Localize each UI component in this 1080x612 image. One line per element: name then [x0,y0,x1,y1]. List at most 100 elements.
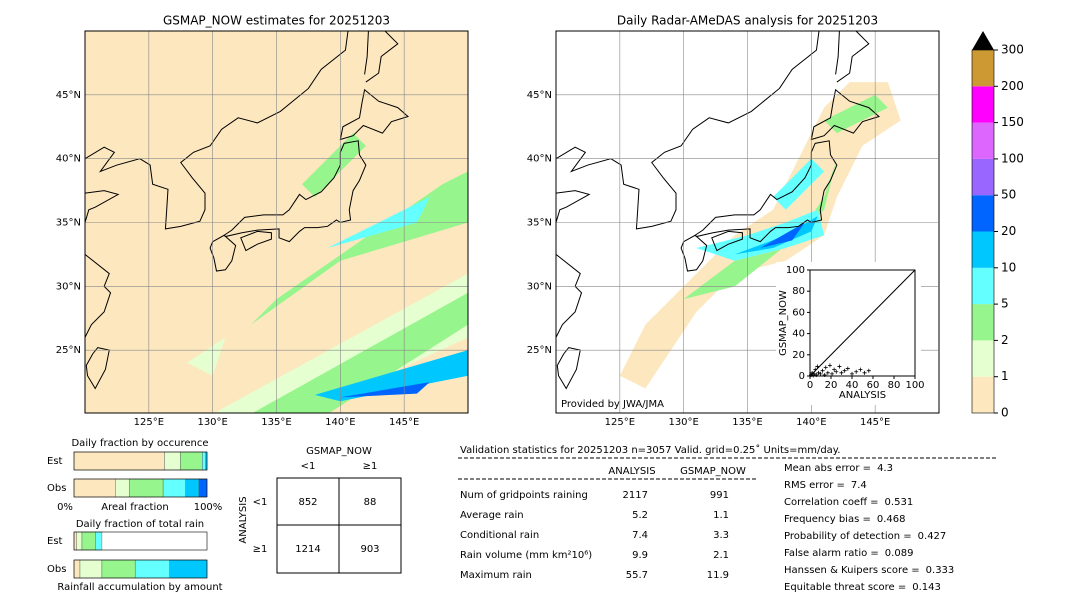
colorbar-label: 1 [1001,369,1009,383]
stat-label: Average rain [460,510,524,521]
colorbar-label: 5 [1001,297,1009,311]
fraction-segment [128,478,164,498]
stat-value: 11.9 [707,570,729,581]
scatter-point [830,371,835,376]
map-frame [84,30,469,414]
scatter-point [832,367,837,372]
fraction-segment [95,531,103,551]
lon-label: 125°E [134,417,164,428]
lat-label: 30°N [527,281,552,292]
fraction-segment [164,451,181,471]
rain-area [340,382,430,398]
lon-label: 140°E [325,417,355,428]
col-label: <1 [301,461,316,472]
axis-right: 100% [194,502,223,513]
stat-value: 2.1 [713,550,729,561]
colorbar-label: 300 [1001,43,1024,57]
x-tick-label: 40 [846,380,859,391]
stat-label: Maximum rain [460,570,532,581]
lon-label: 145°E [389,417,419,428]
colorbar-bin [972,158,994,196]
fraction-segment [169,559,208,579]
scatter-point [845,366,850,371]
stat-value: 7.4 [632,530,648,541]
score-label: False alarm ratio = [784,548,879,559]
map-frame [555,30,940,414]
diagonal [809,269,916,377]
inset-bg [776,262,921,405]
score-value: 0.089 [885,548,914,559]
col-header: GSMAP_NOW [680,466,746,477]
scatter-point [820,368,825,373]
bar-frame [73,531,208,551]
score-value: 0.427 [918,531,947,542]
fraction-segment [198,478,208,498]
colorbar-bin [972,304,994,341]
score-value: 0.143 [912,582,941,593]
lon-label: 130°E [197,417,227,428]
lat-label: 30°N [56,281,81,292]
score-value: 0.333 [926,565,955,576]
colorbar-label: 2 [1001,333,1009,347]
lon-label: 125°E [605,417,635,428]
x-tick-label: 0 [807,380,813,391]
lon-label: 140°E [796,417,826,428]
row-label: ≥1 [253,544,268,555]
credit: Provided by JWA/JMA [561,399,664,410]
stat-value: 55.7 [626,570,648,581]
colorbar-bin [972,50,994,87]
score-label: Frequency bias = [784,514,871,525]
fraction-segment [81,531,96,551]
score-value: 7.4 [851,480,867,491]
fraction-segment [73,451,165,471]
cell: 903 [360,544,379,555]
rain-area [760,222,805,249]
scatter-point [839,370,844,375]
lat-label: 45°N [56,90,81,101]
lat-label: 25°N [56,345,81,356]
colorbar-label: 150 [1001,115,1024,129]
rain-area [734,216,818,255]
colorbar-bin [972,340,994,377]
lat-label: 35°N [56,218,81,229]
stat-value: 1.1 [713,510,729,521]
stat-label: Rain volume (mm km²10⁶) [460,550,592,561]
y-tick-label: 60 [792,307,805,318]
scatter-point [810,370,815,375]
col-header: ANALYSIS [608,466,655,477]
lat-label: 35°N [527,218,552,229]
colorbar-label: 10 [1001,260,1016,274]
fraction-segment [180,451,203,471]
fraction-segment [162,478,186,498]
row-label: <1 [253,497,268,508]
score-label: Probability of detection = [784,531,912,542]
map [85,31,468,413]
fraction-segment [73,478,116,498]
scatter-point [850,371,854,376]
rain-area [252,292,468,413]
colorbar-bin [972,195,994,232]
scatter-point [823,365,828,370]
scatter-point [812,371,817,376]
bar-frame [73,559,208,579]
score-label: Correlation coeff = [784,497,879,508]
colorbar-bin [972,267,994,305]
lon-label: 145°E [860,417,890,428]
bar-frame [73,478,208,498]
y-tick-label: 100 [786,265,805,276]
x-tick-label: 60 [867,380,880,391]
score-label: Mean abs error = [784,463,871,474]
fraction-segment [115,478,130,498]
row-label: Obs [47,483,66,494]
maps: 125°E 130°E 135°E 140°E 145°E 45°N 40°N 35°N 30°… [56,14,940,428]
scatter-point [813,367,818,372]
fraction-segment [101,559,136,579]
rain-area [302,133,366,197]
row-label: Est [47,456,63,467]
fraction-segment [73,559,81,579]
fraction-segment [79,559,103,579]
colorbar-label: 0 [1001,406,1009,420]
y-tick-label: 20 [792,350,805,361]
colorbar-label: 200 [1001,79,1024,93]
